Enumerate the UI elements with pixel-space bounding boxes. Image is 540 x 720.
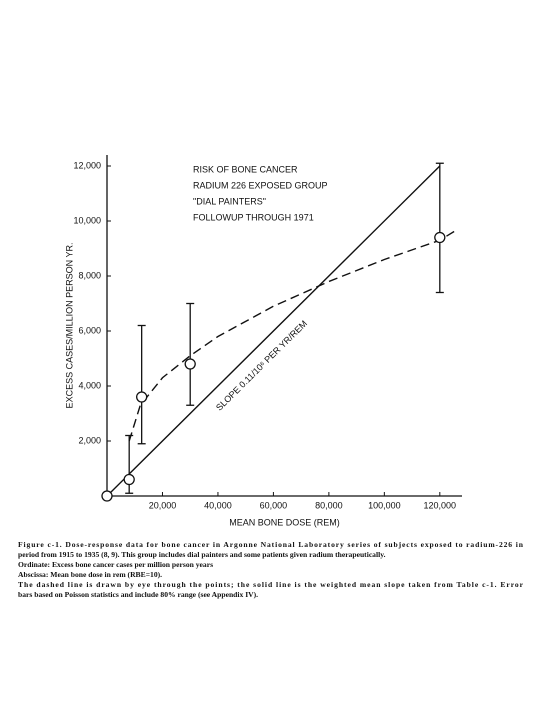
slope-label: SLOPE 0.11/10⁶ PER YR/REM <box>214 318 309 412</box>
caption-line: Figure c-1. Dose-response data for bone … <box>18 540 524 549</box>
x-tick-label: 40,000 <box>204 500 232 510</box>
y-tick-label: 12,000 <box>73 160 101 170</box>
caption-line: Ordinate: Excess bone cancer cases per m… <box>18 560 213 569</box>
annotation: RADIUM 226 EXPOSED GROUP <box>193 180 328 190</box>
data-point <box>136 391 148 403</box>
annotation: FOLLOWUP THROUGH 1971 <box>193 212 314 222</box>
y-tick-label: 10,000 <box>73 215 101 225</box>
x-axis-label: MEAN BONE DOSE (REM) <box>229 517 340 527</box>
y-axis-label: EXCESS CASES/MILLION PERSON YR. <box>64 243 74 409</box>
caption-line: The dashed line is drawn by eye through … <box>18 580 524 589</box>
annotation: "DIAL PAINTERS" <box>193 196 266 206</box>
y-tick-label: 4,000 <box>78 380 101 390</box>
caption-line: bars based on Poisson statistics and inc… <box>18 590 258 599</box>
caption-line: Abscissa: Mean bone dose in rem (RBE=10)… <box>18 570 162 579</box>
data-point <box>123 473 135 486</box>
x-tick-label: 60,000 <box>260 500 288 510</box>
caption-line: period from 1915 to 1935 (8, 9). This gr… <box>18 550 386 559</box>
data-point <box>101 490 113 502</box>
y-tick-label: 8,000 <box>78 270 101 280</box>
x-tick-label: 20,000 <box>149 500 177 510</box>
annotation: RISK OF BONE CANCER <box>193 164 298 174</box>
data-point <box>184 358 196 370</box>
x-tick-label: 80,000 <box>315 500 343 510</box>
x-tick-label: 120,000 <box>424 500 457 510</box>
y-tick-label: 2,000 <box>78 435 101 445</box>
data-point <box>434 231 446 244</box>
dashed-curve <box>128 228 459 442</box>
y-tick-label: 6,000 <box>78 325 101 335</box>
x-tick-label: 100,000 <box>368 500 401 510</box>
fit-line <box>106 165 441 497</box>
